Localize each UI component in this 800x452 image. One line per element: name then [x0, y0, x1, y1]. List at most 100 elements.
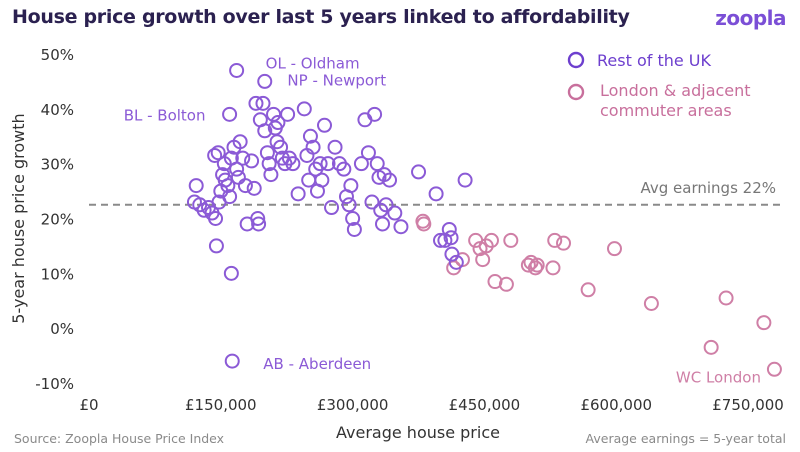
x-tick-label: £150,000 [185, 396, 257, 414]
rest-of-uk-point [375, 216, 391, 232]
rest-of-uk-point [220, 178, 236, 194]
rest-of-uk-point [411, 164, 427, 180]
rest-of-uk-point [457, 172, 473, 188]
rest-of-uk-point [448, 254, 464, 270]
london-point [529, 257, 545, 273]
london-point [556, 235, 572, 251]
rest-of-uk-point [327, 139, 343, 155]
rest-of-uk-point [341, 197, 357, 213]
avg-earnings-label: Avg earnings 22% [641, 179, 777, 197]
rest-of-uk-point [443, 230, 459, 246]
london-point [416, 216, 432, 232]
rest-of-uk-point [343, 178, 359, 194]
x-axis-label: Average house price [336, 423, 500, 442]
london-point [606, 241, 622, 257]
london-point [580, 282, 596, 298]
y-axis-label: 5-year house price growth [9, 113, 28, 323]
point-annotation-label: OL - Oldham [266, 54, 360, 72]
rest-of-uk-point [210, 145, 226, 161]
rest-of-uk-point [188, 178, 204, 194]
rest-of-uk-point [222, 189, 238, 205]
rest-of-uk-point [222, 106, 238, 122]
rest-of-uk-point [378, 197, 394, 213]
rest-of-uk-point [248, 95, 264, 111]
london-point [498, 276, 514, 292]
rest-of-uk-point [346, 221, 362, 237]
rest-of-uk-point [237, 178, 253, 194]
london-point [756, 315, 772, 331]
source-note: Source: Zoopla House Price Index [14, 431, 225, 446]
rest-of-uk-point [246, 180, 262, 196]
legend-marker-london [567, 83, 585, 101]
y-tick-label: 0% [50, 320, 74, 338]
x-tick-label: £300,000 [317, 396, 389, 414]
london-point [520, 257, 536, 273]
rest-of-uk-point [207, 147, 223, 163]
x-tick-label: £600,000 [580, 396, 652, 414]
rest-of-uk-point [290, 186, 306, 202]
rest-of-uk-point [353, 156, 369, 172]
rest-of-uk-point [235, 150, 251, 166]
rest-of-uk-point [224, 353, 240, 369]
london-point [703, 339, 719, 355]
london-point [503, 232, 519, 248]
rest-of-uk-point [324, 200, 340, 216]
legend: Rest of the UK London & adjacent commuter … [567, 51, 751, 120]
y-tick-label: 10% [41, 265, 74, 283]
point-annotation-label: WC London [676, 368, 761, 386]
rest-of-uk-point [230, 169, 246, 185]
x-tick-label: £0 [79, 396, 98, 414]
rest-of-uk-point [270, 115, 286, 131]
rest-of-uk-point [336, 161, 352, 177]
rest-of-uk-point [257, 73, 273, 89]
rest-of-uk-point [280, 106, 296, 122]
rest-of-uk-point [302, 128, 318, 144]
london-point [547, 232, 563, 248]
x-tick-label: £750,000 [712, 396, 784, 414]
rest-of-uk-point [285, 156, 301, 172]
zoopla-logo[interactable]: zoopla [715, 6, 786, 30]
y-tick-label: 20% [41, 211, 74, 229]
rest-of-uk-point [273, 139, 289, 155]
rest-of-uk-point [441, 221, 457, 237]
point-annotation-label: AB - Aberdeen [263, 355, 371, 373]
london-point [545, 260, 561, 276]
rest-of-uk-point [229, 62, 245, 78]
legend-label-london: London & adjacent commuter areas [600, 81, 751, 120]
rest-of-uk-point [360, 145, 376, 161]
rest-of-uk-point [208, 211, 224, 226]
london-point [766, 361, 782, 377]
rest-of-uk-point [387, 205, 403, 221]
rest-of-uk-point [367, 106, 383, 122]
legend-marker-rest-of-uk [567, 51, 585, 69]
point-annotation-label: BL - Bolton [124, 106, 206, 124]
x-axis-ticks: £0 £150,000 £300,000 £450,000 £600,000 £750,0… [79, 396, 783, 414]
rest-of-uk-point [428, 186, 444, 202]
london-point [475, 252, 491, 268]
y-axis-ticks: -10% 0% 10% 20% 30% 40% 50% [35, 46, 74, 393]
rest-of-uk-point [296, 101, 312, 117]
rest-of-uk-point [317, 117, 333, 133]
rest-of-uk-point [232, 134, 248, 150]
rest-of-uk-point [314, 172, 330, 188]
rest-of-uk-point [393, 219, 409, 235]
london-point [527, 260, 543, 276]
rest-of-uk-point [263, 167, 279, 183]
point-annotation-label: NP - Newport [287, 71, 386, 89]
rest-of-uk-point [223, 265, 239, 281]
rest-of-uk-point [255, 95, 271, 111]
y-tick-label: 30% [41, 156, 74, 174]
chart-title: House price growth over last 5 years lin… [12, 6, 630, 28]
rest-of-uk-point [345, 211, 361, 226]
london-point [718, 290, 734, 306]
rest-of-uk-point [382, 172, 398, 188]
rest-of-uk-point [257, 123, 273, 139]
rest-of-uk-point [244, 153, 260, 169]
rest-of-uk-point [208, 238, 224, 254]
rest-of-uk-point [251, 216, 267, 232]
rest-of-uk-point [364, 194, 380, 210]
london-point [483, 232, 499, 248]
london-point [643, 295, 659, 311]
